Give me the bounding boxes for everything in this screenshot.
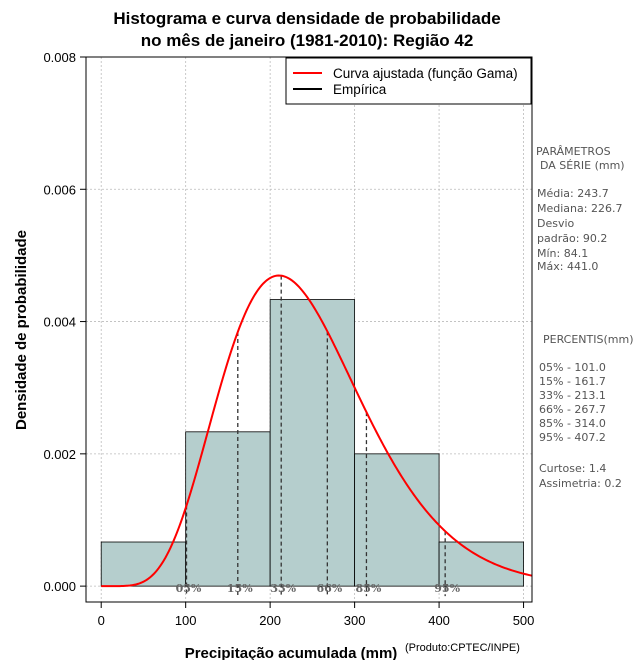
gamma-curve: [101, 274, 533, 588]
percentil-row: 33% - 213.1: [539, 389, 606, 402]
legend-label-curve: Curva ajustada (função Gama): [333, 66, 518, 81]
y-tick-label: 0.000: [43, 579, 76, 594]
percentis-header: PERCENTIS(mm): [543, 333, 634, 346]
stat-max: Máx: 441.0: [537, 260, 598, 273]
percentile-lines: [185, 275, 446, 597]
histogram-bar: [100, 541, 187, 587]
stat-mediana: Mediana: 226.7: [537, 202, 622, 215]
stat-desvio-1: Desvio: [537, 217, 575, 230]
x-tick-label: 100: [175, 613, 197, 628]
chart-title-line-2: no mês de janeiro (1981-2010): Região 42: [141, 31, 474, 50]
histogram-bar: [438, 541, 524, 587]
percentile-label: 05%: [176, 582, 202, 595]
percentil-row: 66% - 267.7: [539, 403, 606, 416]
params-header-1: PARÂMETROS: [536, 145, 611, 158]
percentile-label: 15%: [227, 582, 253, 595]
y-tick-label: 0.004: [43, 315, 76, 330]
legend-box: [285, 57, 532, 105]
percentile-label: 95%: [434, 582, 460, 595]
histogram-bar: [269, 299, 356, 587]
x-tick-label: 400: [428, 613, 450, 628]
x-tick-label: 500: [513, 613, 535, 628]
stat-curtose: Curtose: 1.4: [539, 462, 606, 475]
percentil-row: 15% - 161.7: [539, 375, 606, 388]
percentile-labels: 05% 15% 33% 66% 85% 95%: [176, 582, 461, 595]
y-tick-label: 0.008: [43, 50, 76, 65]
y-tick-label: 0.002: [43, 447, 76, 462]
y-axis-title: Densidade de probabilidade: [13, 230, 30, 430]
params-header-2: DA SÉRIE (mm): [540, 159, 625, 172]
y-tick-label: 0.006: [43, 182, 76, 197]
percentile-label: 85%: [356, 582, 382, 595]
percentil-row: 05% - 101.0: [539, 361, 606, 374]
chart-title-line-1: Histograma e curva densidade de probabil…: [113, 9, 500, 28]
stat-assimetria: Assimetria: 0.2: [539, 477, 622, 490]
percentile-label: 33%: [270, 582, 296, 595]
x-tick-label: 300: [344, 613, 366, 628]
side-panel: PARÂMETROS DA SÉRIE (mm) Média: 243.7 Me…: [536, 145, 634, 490]
percentile-label: 66%: [316, 582, 342, 595]
plot-frame: [85, 56, 533, 603]
stat-media: Média: 243.7: [537, 187, 609, 200]
legend: Curva ajustada (função Gama) Empírica: [285, 57, 532, 105]
legend-label-empirical: Empírica: [333, 82, 387, 97]
stat-min: Mín: 84.1: [537, 247, 588, 260]
histogram-bar: [185, 431, 271, 587]
stat-desvio-2: padrão: 90.2: [537, 232, 607, 245]
percentil-row: 85% - 314.0: [539, 417, 606, 430]
percentil-row: 95% - 407.2: [539, 431, 606, 444]
credit-text: (Produto:CPTEC/INPE): [405, 642, 520, 654]
x-axis-title: Precipitação acumulada (mm): [185, 645, 398, 660]
x-tick-label: 0: [98, 613, 105, 628]
x-axis: 0 100 200 300 400 500: [98, 602, 535, 628]
x-tick-label: 200: [259, 613, 281, 628]
gamma-curve-line: [101, 274, 533, 588]
histogram-bars: [100, 299, 524, 587]
histogram-bar: [354, 453, 440, 587]
y-axis: 0.000 0.002 0.004 0.006 0.008: [43, 50, 86, 594]
